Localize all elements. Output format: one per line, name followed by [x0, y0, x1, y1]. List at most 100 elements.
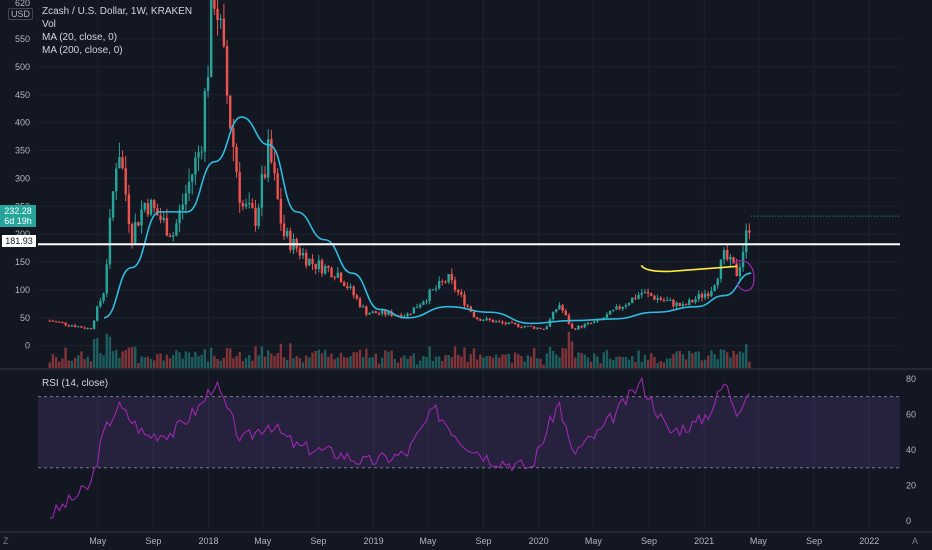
- volume-bar: [342, 357, 346, 368]
- volume-bar: [187, 352, 191, 368]
- volume-bar: [520, 355, 523, 368]
- candle-body: [77, 326, 80, 328]
- volume-bars: [48, 331, 751, 368]
- volume-bar: [124, 349, 127, 368]
- candle-body: [745, 230, 748, 252]
- candle-body: [586, 322, 590, 325]
- volume-bar: [605, 350, 609, 368]
- volume-bar: [282, 357, 286, 368]
- rsi-tick-label: 80: [906, 374, 916, 384]
- volume-bar: [266, 350, 270, 368]
- candle-body: [716, 279, 719, 286]
- candle-body: [501, 321, 504, 323]
- volume-bar: [441, 361, 444, 368]
- candle-body: [634, 297, 637, 299]
- volume-bar: [428, 346, 431, 368]
- candle-body: [589, 322, 593, 324]
- time-tick-label: 2022: [859, 536, 879, 546]
- candle-body: [137, 222, 140, 226]
- volume-bar: [165, 354, 169, 368]
- rsi-tick-label: 60: [906, 409, 916, 419]
- volume-bar: [244, 357, 248, 368]
- bar-countdown: 6d 19h: [4, 216, 32, 226]
- currency-label[interactable]: USD: [8, 8, 34, 20]
- candle-body: [707, 293, 710, 297]
- candle-body: [662, 299, 666, 301]
- candle-body: [168, 235, 172, 237]
- timezone-left[interactable]: Z: [3, 536, 9, 546]
- candle-body: [466, 305, 469, 307]
- candle-body: [428, 289, 431, 302]
- candle-body: [741, 251, 745, 268]
- volume-bar: [485, 356, 488, 368]
- candle-body: [146, 203, 150, 215]
- candle-body: [631, 297, 634, 304]
- drawn-circle[interactable]: [732, 260, 755, 292]
- volume-bar: [529, 356, 533, 368]
- volume-bar: [361, 357, 365, 368]
- volume-bar: [390, 350, 393, 368]
- candle-body: [86, 328, 89, 330]
- auto-scale-button[interactable]: A: [912, 536, 919, 546]
- volume-bar: [263, 356, 267, 368]
- volume-bar: [643, 354, 647, 368]
- volume-bar: [513, 352, 517, 368]
- level-badge: 181.93: [2, 235, 36, 247]
- legend-ma20: MA (20, close, 0): [42, 32, 118, 43]
- candle-body: [254, 207, 257, 226]
- volume-bar: [153, 360, 156, 368]
- time-tick-label: May: [419, 536, 437, 546]
- candle-body: [108, 217, 112, 265]
- volume-bar: [80, 351, 83, 368]
- price-tick-label: 100: [15, 285, 30, 295]
- volume-bar: [295, 355, 298, 368]
- candle-body: [390, 311, 393, 316]
- volume-bar: [469, 354, 473, 368]
- volume-bar: [377, 363, 381, 368]
- volume-bar: [523, 361, 526, 368]
- volume-bar: [425, 357, 428, 368]
- candle-body: [159, 215, 162, 220]
- volume-bar: [86, 356, 89, 368]
- volume-bar: [716, 359, 719, 368]
- volume-bar: [463, 347, 466, 368]
- candle-body: [143, 203, 146, 210]
- volume-bar: [77, 355, 80, 368]
- candle-body: [184, 193, 188, 205]
- volume-bar: [431, 360, 435, 368]
- volume-bar: [235, 355, 238, 368]
- volume-bar: [149, 358, 153, 368]
- volume-bar: [102, 355, 105, 368]
- volume-bar: [627, 359, 631, 368]
- candle-body: [526, 325, 529, 327]
- candle-body: [618, 306, 621, 309]
- candle-body: [342, 282, 346, 287]
- candle-body: [371, 311, 374, 314]
- candle-body: [564, 310, 567, 316]
- candle-body: [352, 286, 355, 296]
- candle-body: [289, 230, 292, 250]
- candle-body: [665, 300, 669, 302]
- candle-body: [225, 46, 229, 96]
- price-tick-label: 350: [15, 146, 30, 156]
- volume-bar: [422, 356, 425, 368]
- candle-body: [650, 293, 653, 296]
- volume-bar: [536, 358, 539, 368]
- candle-body: [298, 248, 302, 256]
- candle-body: [197, 152, 200, 158]
- drawn-trend-line[interactable]: [640, 264, 738, 273]
- volume-bar: [83, 359, 86, 368]
- volume-bar: [681, 354, 685, 368]
- candle-body: [222, 18, 226, 47]
- volume-bar: [567, 331, 571, 368]
- volume-bar: [570, 341, 574, 368]
- candle-body: [447, 274, 450, 283]
- volume-bar: [415, 364, 419, 368]
- volume-bar: [251, 360, 254, 368]
- candle-body: [444, 281, 447, 283]
- volume-bar: [146, 356, 150, 368]
- volume-bar: [412, 353, 416, 368]
- volume-bar: [178, 352, 181, 368]
- candle-body: [73, 325, 77, 327]
